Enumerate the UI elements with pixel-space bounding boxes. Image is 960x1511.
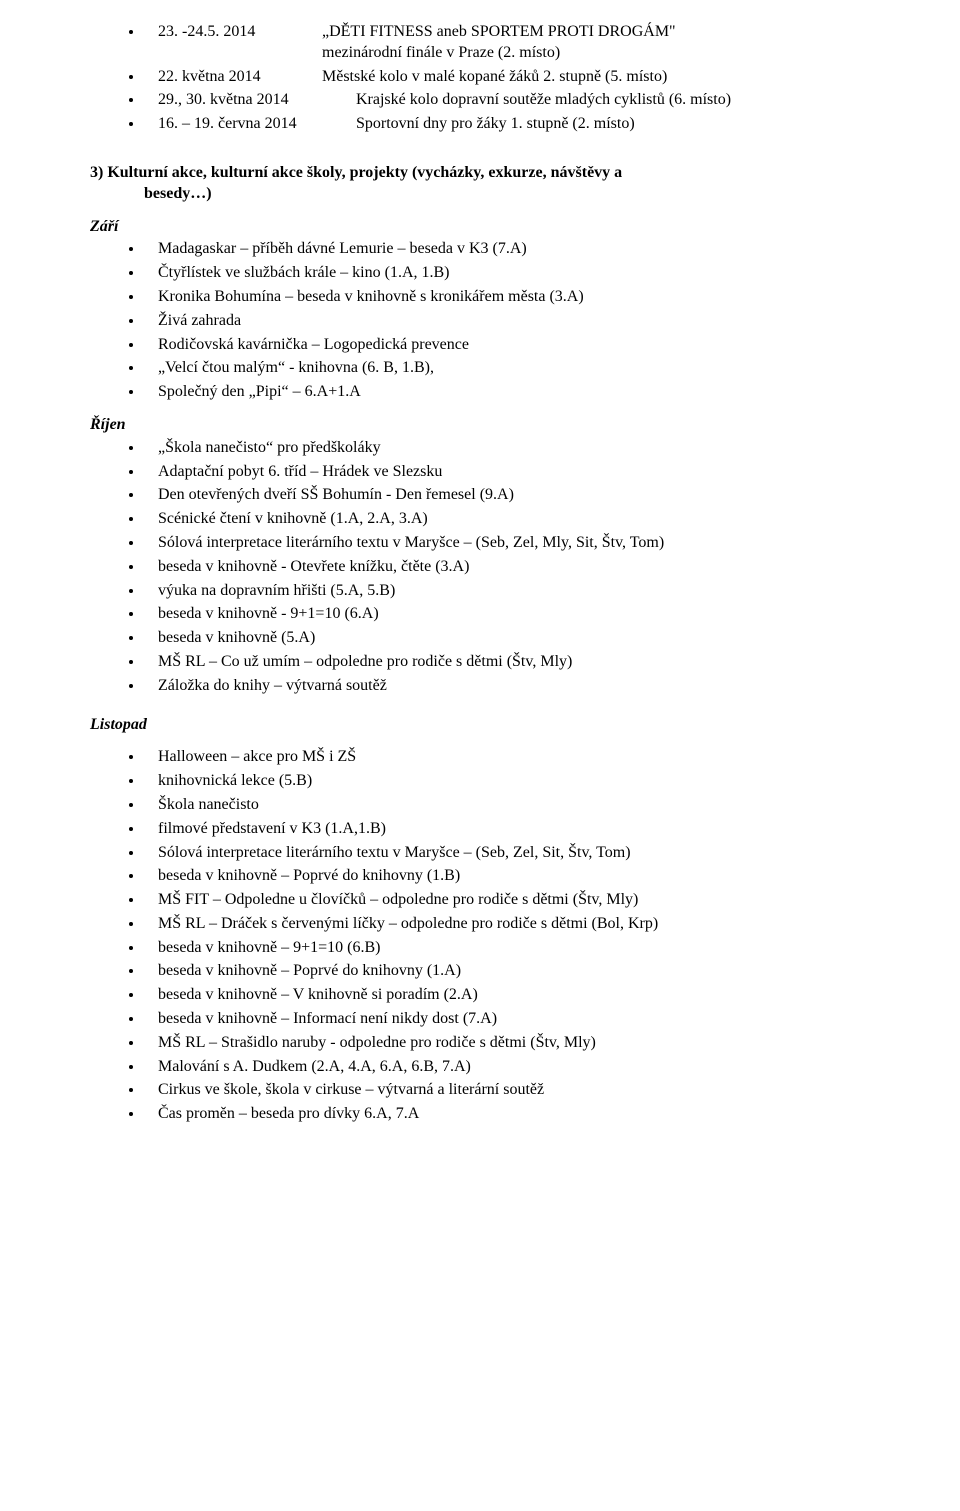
list-item: filmové představení v K3 (1.A,1.B) — [144, 819, 870, 840]
top-event-1: 22. května 2014 Městské kolo v malé kopa… — [144, 67, 870, 88]
list-item: Sólová interpretace literárního textu v … — [144, 843, 870, 864]
list-item: beseda v knihovně – Poprvé do knihovny (… — [144, 866, 870, 887]
list-item: MŠ RL – Strašidlo naruby - odpoledne pro… — [144, 1033, 870, 1054]
list-item: Cirkus ve škole, škola v cirkuse – výtva… — [144, 1080, 870, 1101]
list-item: Čtyřlístek ve službách krále – kino (1.A… — [144, 263, 870, 284]
list-item: „Velcí čtou malým“ - knihovna (6. B, 1.B… — [144, 358, 870, 379]
month-listopad-list: Halloween – akce pro MŠ i ZŠ knihovnická… — [144, 747, 870, 1125]
list-item: Madagaskar – příběh dávné Lemurie – bese… — [144, 239, 870, 260]
top-event-row: 23. -24.5. 2014 „DĚTI FITNESS aneb SPORT… — [158, 22, 870, 43]
event-text: „DĚTI FITNESS aneb SPORTEM PROTI DROGÁM" — [322, 22, 870, 43]
top-event-0: 23. -24.5. 2014 „DĚTI FITNESS aneb SPORT… — [144, 22, 870, 64]
section-3-heading-line1: 3) Kulturní akce, kulturní akce školy, p… — [90, 164, 622, 181]
top-events-list: 23. -24.5. 2014 „DĚTI FITNESS aneb SPORT… — [144, 22, 870, 135]
month-rijen-list: „Škola nanečisto“ pro předškoláky Adapta… — [144, 438, 870, 697]
list-item: beseda v knihovně – 9+1=10 (6.B) — [144, 938, 870, 959]
event-date: 16. – 19. června 2014 — [158, 114, 356, 135]
page: 23. -24.5. 2014 „DĚTI FITNESS aneb SPORT… — [0, 0, 960, 1511]
event-date: 23. -24.5. 2014 — [158, 22, 322, 43]
list-item: Adaptační pobyt 6. tříd – Hrádek ve Slez… — [144, 462, 870, 483]
event-date: 22. května 2014 — [158, 67, 322, 88]
spacer — [90, 737, 870, 747]
list-item: beseda v knihovně (5.A) — [144, 628, 870, 649]
list-item: Škola nanečisto — [144, 795, 870, 816]
section-3-heading: 3) Kulturní akce, kulturní akce školy, p… — [90, 163, 870, 205]
list-item: Scénické čtení v knihovně (1.A, 2.A, 3.A… — [144, 509, 870, 530]
event-text: Krajské kolo dopravní soutěže mladých cy… — [356, 90, 870, 111]
section-3-heading-line2: besedy…) — [90, 184, 870, 205]
list-item: Rodičovská kavárnička – Logopedická prev… — [144, 335, 870, 356]
month-zari-title: Září — [90, 217, 870, 238]
list-item: Sólová interpretace literárního textu v … — [144, 533, 870, 554]
list-item: beseda v knihovně – Poprvé do knihovny (… — [144, 961, 870, 982]
event-text: Sportovní dny pro žáky 1. stupně (2. mís… — [356, 114, 870, 135]
list-item: beseda v knihovně – Informací není nikdy… — [144, 1009, 870, 1030]
list-item: beseda v knihovně – V knihovně si poradí… — [144, 985, 870, 1006]
top-event-row: 22. května 2014 Městské kolo v malé kopa… — [158, 67, 870, 88]
list-item: Čas proměn – beseda pro dívky 6.A, 7.A — [144, 1104, 870, 1125]
list-item: Záložka do knihy – výtvarná soutěž — [144, 676, 870, 697]
list-item: Den otevřených dveří SŠ Bohumín - Den ře… — [144, 485, 870, 506]
list-item: knihovnická lekce (5.B) — [144, 771, 870, 792]
top-event-row: 29., 30. května 2014 Krajské kolo doprav… — [158, 90, 870, 111]
list-item: beseda v knihovně - 9+1=10 (6.A) — [144, 604, 870, 625]
list-item: Kronika Bohumína – beseda v knihovně s k… — [144, 287, 870, 308]
list-item: Společný den „Pipi“ – 6.A+1.A — [144, 382, 870, 403]
list-item: beseda v knihovně - Otevřete knížku, čtě… — [144, 557, 870, 578]
list-item: MŠ RL – Dráček s červenými líčky – odpol… — [144, 914, 870, 935]
event-text-line2: mezinárodní finále v Praze (2. místo) — [158, 43, 870, 64]
event-date: 29., 30. května 2014 — [158, 90, 356, 111]
list-item: výuka na dopravním hřišti (5.A, 5.B) — [144, 581, 870, 602]
list-item: Malování s A. Dudkem (2.A, 4.A, 6.A, 6.B… — [144, 1057, 870, 1078]
top-event-2: 29., 30. května 2014 Krajské kolo doprav… — [144, 90, 870, 111]
list-item: MŠ FIT – Odpoledne u človíčků – odpoledn… — [144, 890, 870, 911]
list-item: MŠ RL – Co už umím – odpoledne pro rodič… — [144, 652, 870, 673]
top-event-row: 16. – 19. června 2014 Sportovní dny pro … — [158, 114, 870, 135]
list-item: Živá zahrada — [144, 311, 870, 332]
list-item: Halloween – akce pro MŠ i ZŠ — [144, 747, 870, 768]
month-rijen-title: Říjen — [90, 415, 870, 436]
month-zari-list: Madagaskar – příběh dávné Lemurie – bese… — [144, 239, 870, 403]
event-text: Městské kolo v malé kopané žáků 2. stupn… — [322, 67, 870, 88]
list-item: „Škola nanečisto“ pro předškoláky — [144, 438, 870, 459]
top-event-3: 16. – 19. června 2014 Sportovní dny pro … — [144, 114, 870, 135]
month-listopad-title: Listopad — [90, 715, 870, 736]
